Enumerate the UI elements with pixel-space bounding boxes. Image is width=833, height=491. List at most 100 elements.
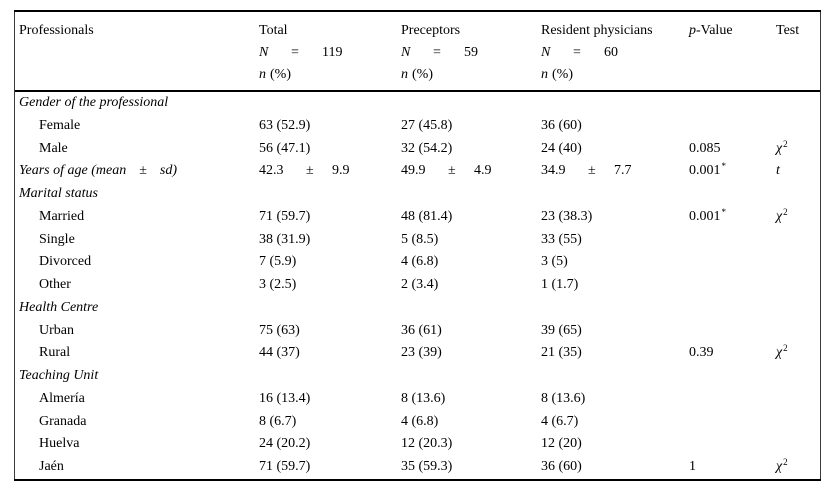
p-value: 0.001 <box>689 163 721 179</box>
row-label-cell: Huelva <box>15 433 259 456</box>
value-part: 34.9 <box>541 163 566 179</box>
n-value: 119 <box>322 44 343 60</box>
unit-line: n (%) <box>259 64 401 86</box>
col-header-label: Resident physicians <box>541 22 653 38</box>
col-header-label: Total <box>259 22 288 38</box>
header-separator-rule <box>15 89 820 92</box>
table-row: Jaén 71 (59.7) 35 (59.3) 36 (60) 1 χ2 <box>15 456 820 479</box>
preceptors-cell: 23 (39) <box>401 342 541 365</box>
row-label-cell: Male <box>15 138 259 161</box>
row-label-cell: Marital status <box>15 183 259 206</box>
row-label: Gender of the professional <box>19 95 169 110</box>
cell-value: 33 (55) <box>541 231 582 247</box>
cell-value: 48 (81.4) <box>401 208 453 224</box>
cell-value: 4 (6.8) <box>401 413 439 429</box>
chi-exponent: 2 <box>783 457 788 467</box>
total-cell: 44 (37) <box>259 342 401 365</box>
col-header-label: Preceptors <box>401 22 461 38</box>
chi-exponent: 2 <box>783 343 788 354</box>
chi-exponent: 2 <box>783 206 788 217</box>
row-label: Divorced <box>39 254 92 270</box>
total-cell: 16 (13.4) <box>259 388 401 411</box>
total-cell: 8 (6.7) <box>259 411 401 434</box>
total-cell: 56 (47.1) <box>259 138 401 161</box>
residents-cell: 1 (1.7) <box>541 274 689 297</box>
section-row: Marital status <box>15 183 820 206</box>
row-label-part: ± <box>139 163 147 179</box>
total-cell: 38 (31.9) <box>259 229 401 252</box>
p-value-cell: 0.001* <box>689 160 776 183</box>
value-part: 4.9 <box>474 163 492 179</box>
row-label-cell: Teaching Unit <box>15 365 259 388</box>
row-label-cell: Divorced <box>15 251 259 274</box>
preceptors-cell: 8 (13.6) <box>401 388 541 411</box>
cell-value: 5 (8.5) <box>401 231 439 247</box>
header-col-test: Test <box>776 20 822 90</box>
p-value: 1 <box>689 459 696 474</box>
row-label-cell: Gender of the professional <box>15 92 259 115</box>
row-label: Urban <box>39 322 74 338</box>
table-row: Divorced 7 (5.9) 4 (6.8) 3 (5) <box>15 251 820 274</box>
table-row: Married 71 (59.7) 48 (81.4) 23 (38.3) 0.001*… <box>15 206 820 229</box>
equals-sign: = <box>573 44 581 60</box>
residents-cell: 12 (20) <box>541 433 689 456</box>
preceptors-cell: 48 (81.4) <box>401 206 541 229</box>
residents-cell: 39 (65) <box>541 320 689 343</box>
row-label-cell: Married <box>15 206 259 229</box>
n-symbol: N <box>259 44 269 60</box>
test-cell: χ2 <box>776 206 822 229</box>
significance-star: * <box>721 206 727 217</box>
value-part: ± <box>306 163 314 179</box>
cell-value: 32 (54.2) <box>401 140 453 156</box>
total-cell: 24 (20.2) <box>259 433 401 456</box>
cell-value: 56 (47.1) <box>259 140 311 156</box>
table-row: Huelva 24 (20.2) 12 (20.3) 12 (20) <box>15 433 820 456</box>
section-row: Health Centre <box>15 297 820 320</box>
table-header: Professionals Total N = 119 n (%) Preceptor… <box>15 12 820 90</box>
cell-value: 12 (20.3) <box>401 436 453 452</box>
p-value-cell: 0.001* <box>689 206 776 229</box>
significance-star: * <box>721 161 727 172</box>
total-cell: 63 (52.9) <box>259 115 401 138</box>
preceptors-cell: 4 (6.8) <box>401 411 541 434</box>
test-cell: χ2 <box>776 138 822 161</box>
sample-size-line: N = 119 <box>259 42 401 64</box>
p-value-cell: 0.085 <box>689 138 776 161</box>
cell-value: 38 (31.9) <box>259 231 311 247</box>
p-value-cell: 1 <box>689 456 776 479</box>
preceptors-cell: 5 (8.5) <box>401 229 541 252</box>
cell-value: 36 (61) <box>401 322 442 338</box>
row-label: Other <box>39 277 71 292</box>
cell-value: 1 (1.7) <box>541 277 579 292</box>
residents-cell: 36 (60) <box>541 456 689 479</box>
row-label: Single <box>39 231 75 247</box>
cell-value: 2 (3.4) <box>401 277 439 292</box>
cell-value: 4 (6.7) <box>541 413 579 429</box>
test-cell: t <box>776 160 822 183</box>
total-cell: 75 (63) <box>259 320 401 343</box>
total-cell: 71 (59.7) <box>259 456 401 479</box>
row-label: Jaén <box>39 459 64 474</box>
residents-cell: 3 (5) <box>541 251 689 274</box>
row-label: Granada <box>39 413 87 429</box>
chi-exponent: 2 <box>783 138 788 149</box>
statistics-table: Professionals Total N = 119 n (%) Preceptor… <box>14 10 822 482</box>
cell-value: 7 (5.9) <box>259 254 297 270</box>
cell-value: 23 (39) <box>401 345 442 361</box>
table-bottom-rule <box>14 478 821 482</box>
row-label: Health Centre <box>19 299 99 315</box>
preceptors-cell: 12 (20.3) <box>401 433 541 456</box>
chi-symbol: χ <box>776 140 783 156</box>
row-label-cell: Other <box>15 274 259 297</box>
value-part: ± <box>448 163 456 179</box>
cell-value: 21 (35) <box>541 345 582 361</box>
cell-value: 44 (37) <box>259 345 300 361</box>
p-rest: -Value <box>696 22 733 38</box>
row-label-cell: Almería <box>15 388 259 411</box>
residents-cell: 24 (40) <box>541 138 689 161</box>
cell-value: 12 (20) <box>541 436 582 452</box>
table-row: Urban 75 (63) 36 (61) 39 (65) <box>15 320 820 343</box>
total-cell: 3 (2.5) <box>259 274 401 297</box>
value-part: ± <box>588 163 596 179</box>
